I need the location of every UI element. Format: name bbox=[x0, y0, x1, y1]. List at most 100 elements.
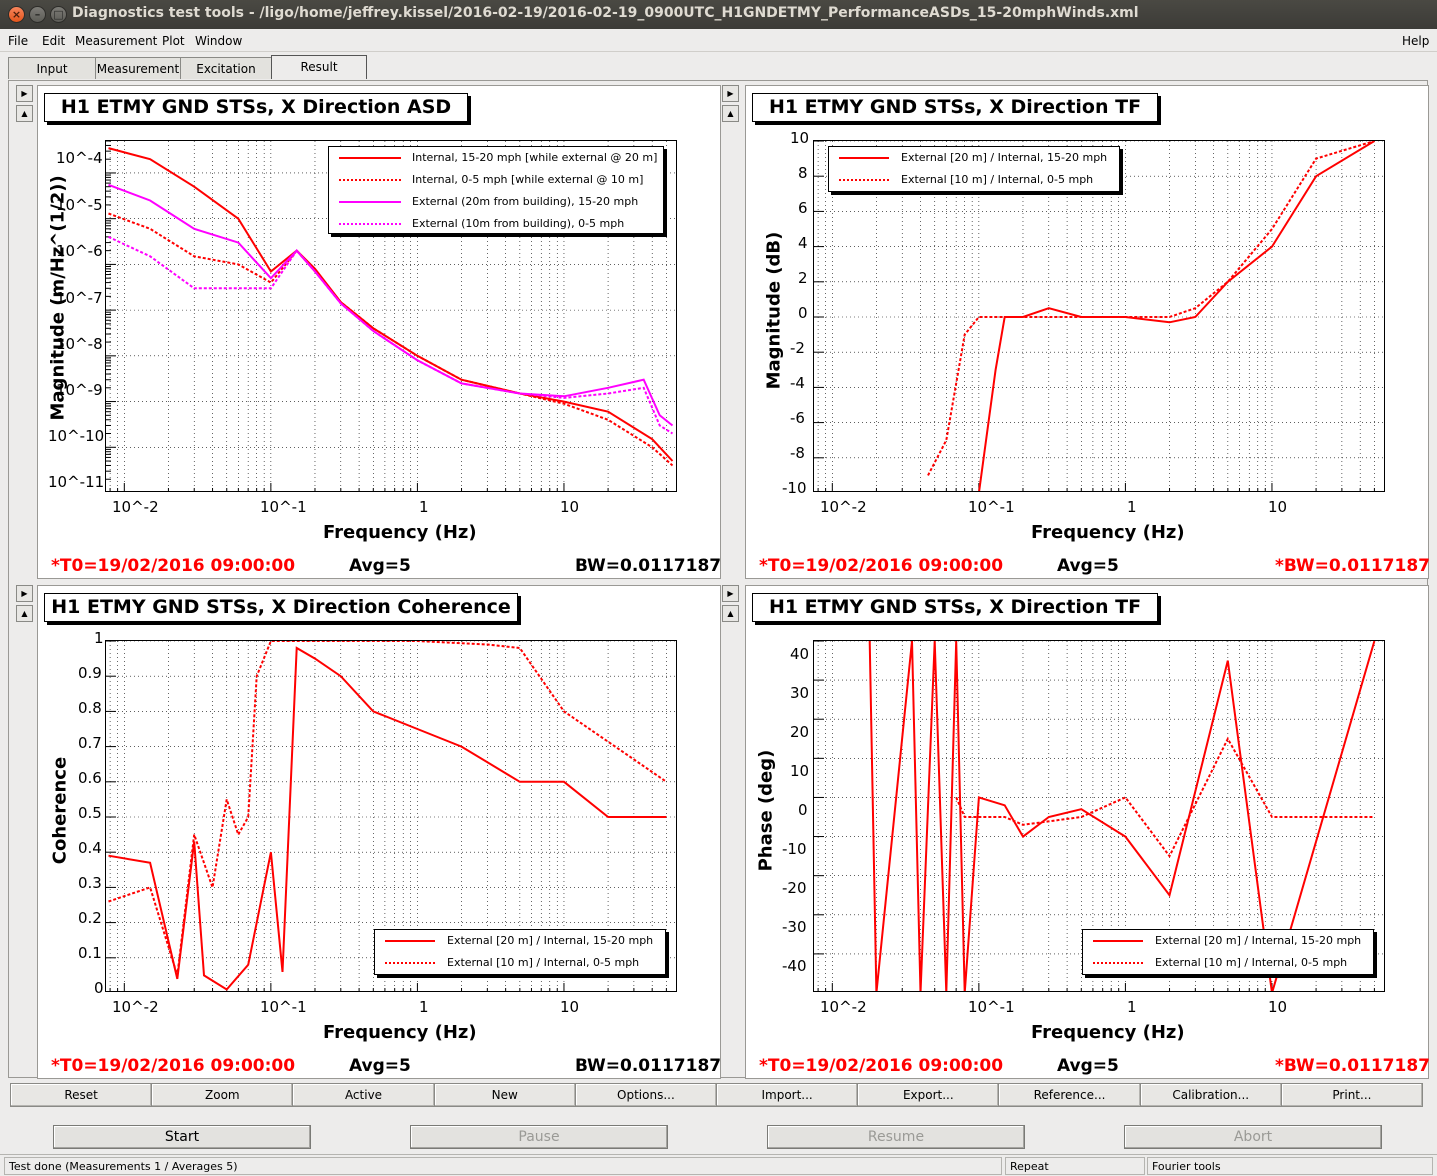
phase-y-tick: -30 bbox=[782, 918, 807, 936]
tfmag-y-tick: 10 bbox=[790, 129, 810, 147]
tfmag-chart bbox=[814, 141, 1384, 491]
legend-entry: External [10 m] / Internal, 0-5 mph bbox=[447, 956, 640, 969]
export-button[interactable]: Export... bbox=[857, 1083, 1000, 1107]
coh-bw: BW=0.0117187 bbox=[575, 1056, 722, 1076]
tfphase-avg: Avg=5 bbox=[1057, 1056, 1119, 1076]
menu-file[interactable]: File bbox=[8, 34, 29, 48]
reset-button[interactable]: Reset bbox=[10, 1083, 153, 1107]
asd-bw: BW=0.0117187 bbox=[575, 556, 722, 576]
tab-result[interactable]: Result bbox=[271, 55, 367, 79]
tab-excitation[interactable]: Excitation bbox=[180, 57, 272, 79]
asd-y-tick: 10^-7 bbox=[56, 289, 103, 307]
tab-measurement[interactable]: Measurement bbox=[95, 57, 181, 79]
window-titlebar: × – □ Diagnostics test tools - /ligo/hom… bbox=[0, 0, 1437, 29]
maximize-icon[interactable]: □ bbox=[50, 6, 67, 23]
minimize-icon[interactable]: – bbox=[29, 6, 46, 23]
coh-y-tick: 0.1 bbox=[78, 944, 102, 962]
x-tick-label: 10^-1 bbox=[968, 498, 1015, 516]
coherence-panel[interactable]: H1 ETMY GND STSs, X Direction Coherence … bbox=[37, 585, 721, 1079]
asd-panel[interactable]: H1 ETMY GND STSs, X Direction ASD Magnit… bbox=[37, 85, 721, 579]
coh-title: H1 ETMY GND STSs, X Direction Coherence bbox=[44, 593, 518, 622]
panel-4-expand-icon[interactable]: ▶ bbox=[722, 585, 739, 602]
phase-y-tick: -20 bbox=[782, 879, 807, 897]
print-button[interactable]: Print... bbox=[1280, 1083, 1424, 1107]
zoom-button[interactable]: Zoom bbox=[151, 1083, 294, 1107]
series-line bbox=[868, 641, 1376, 991]
coh-y-tick: 0.7 bbox=[78, 734, 102, 752]
tfmag-y-tick: 6 bbox=[798, 199, 808, 217]
panel-1-expand-icon[interactable]: ▶ bbox=[16, 85, 33, 102]
panel-1-collapse-icon[interactable]: ▲ bbox=[16, 105, 33, 122]
coh-chart bbox=[106, 641, 676, 991]
status-fourier: Fourier tools bbox=[1147, 1157, 1433, 1175]
phase-y-tick: 20 bbox=[790, 723, 810, 741]
legend-entry: External [20 m] / Internal, 15-20 mph bbox=[1155, 934, 1362, 947]
menu-plot[interactable]: Plot bbox=[162, 34, 185, 48]
abort-button[interactable]: Abort bbox=[1124, 1125, 1382, 1149]
series-line bbox=[108, 183, 674, 427]
asd-y-tick: 10^-9 bbox=[56, 381, 103, 399]
tfmag-title: H1 ETMY GND STSs, X Direction TF bbox=[752, 93, 1158, 122]
tfphase-chart bbox=[814, 641, 1384, 991]
asd-legend: Internal, 15-20 mph [while external @ 20… bbox=[328, 146, 664, 234]
menu-window[interactable]: Window bbox=[195, 34, 243, 48]
menu-measurement[interactable]: Measurement bbox=[75, 34, 158, 48]
import-button[interactable]: Import... bbox=[716, 1083, 859, 1107]
close-icon[interactable]: × bbox=[8, 6, 25, 23]
coh-y-tick: 0 bbox=[94, 979, 104, 997]
x-tick-label: 1 bbox=[419, 998, 429, 1016]
tfphase-ylabel: Phase (deg) bbox=[755, 749, 777, 872]
panel-4-collapse-icon[interactable]: ▲ bbox=[722, 605, 739, 622]
x-tick-label: 1 bbox=[1127, 498, 1137, 516]
tfmag-y-tick: -2 bbox=[790, 339, 805, 357]
tfmag-y-tick: -8 bbox=[790, 444, 805, 462]
panel-3-collapse-icon[interactable]: ▲ bbox=[16, 605, 33, 622]
tfmag-ylabel: Magnitude (dB) bbox=[763, 231, 785, 390]
coh-y-tick: 0.5 bbox=[78, 804, 102, 822]
phase-y-tick: 10 bbox=[790, 762, 810, 780]
active-button[interactable]: Active bbox=[292, 1083, 435, 1107]
reference-button[interactable]: Reference... bbox=[998, 1083, 1141, 1107]
x-tick-label: 10^-1 bbox=[968, 998, 1015, 1016]
options-button[interactable]: Options... bbox=[574, 1083, 718, 1107]
start-button[interactable]: Start bbox=[53, 1125, 311, 1149]
tfmag-y-tick: 0 bbox=[798, 304, 808, 322]
coh-y-tick: 0.3 bbox=[78, 874, 102, 892]
legend-entry: External [10 m] / Internal, 0-5 mph bbox=[901, 173, 1094, 186]
asd-t0: *T0=19/02/2016 09:00:00 bbox=[51, 556, 296, 576]
resume-button[interactable]: Resume bbox=[767, 1125, 1025, 1149]
legend-entry: External (20m from building), 15-20 mph bbox=[412, 195, 639, 208]
tf-phase-panel[interactable]: H1 ETMY GND STSs, X Direction TF Phase (… bbox=[745, 585, 1430, 1079]
panel-2-collapse-icon[interactable]: ▲ bbox=[722, 105, 739, 122]
tf-magnitude-panel[interactable]: H1 ETMY GND STSs, X Direction TF Magnitu… bbox=[745, 85, 1430, 579]
panel-2-expand-icon[interactable]: ▶ bbox=[722, 85, 739, 102]
x-tick-label: 10^-2 bbox=[820, 498, 867, 516]
tfphase-legend: External [20 m] / Internal, 15-20 mph Ex… bbox=[1082, 929, 1374, 975]
asd-y-tick: 10^-5 bbox=[56, 196, 103, 214]
coh-t0: *T0=19/02/2016 09:00:00 bbox=[51, 1056, 296, 1076]
pause-button[interactable]: Pause bbox=[410, 1125, 668, 1149]
x-tick-label: 10^-2 bbox=[112, 998, 159, 1016]
asd-title: H1 ETMY GND STSs, X Direction ASD bbox=[44, 93, 468, 122]
panel-3-expand-icon[interactable]: ▶ bbox=[16, 585, 33, 602]
x-tick-label: 10^-2 bbox=[112, 498, 159, 516]
tfphase-title: H1 ETMY GND STSs, X Direction TF bbox=[752, 593, 1158, 622]
x-tick-label: 1 bbox=[1127, 998, 1137, 1016]
menubar: File Edit Measurement Plot Window Help bbox=[0, 30, 1437, 52]
status-message: Test done (Measurements 1 / Averages 5) bbox=[4, 1157, 1002, 1175]
new-button[interactable]: New bbox=[433, 1083, 576, 1107]
tfmag-plot-area[interactable] bbox=[813, 140, 1385, 492]
menu-help[interactable]: Help bbox=[1402, 34, 1430, 48]
result-panel-area: ▶ ▲ ▶ ▲ ▶ ▲ ▶ ▲ H1 ETMY GND STSs, X Dire… bbox=[8, 80, 1430, 1079]
tfphase-plot-area[interactable] bbox=[813, 640, 1385, 992]
series-line bbox=[108, 212, 674, 467]
menu-edit[interactable]: Edit bbox=[42, 34, 66, 48]
coh-y-tick: 0.9 bbox=[78, 664, 102, 682]
x-tick-label: 10 bbox=[560, 498, 580, 516]
calibration-button[interactable]: Calibration... bbox=[1139, 1083, 1282, 1107]
tab-input[interactable]: Input bbox=[8, 57, 96, 79]
series-line bbox=[108, 235, 674, 435]
tfmag-y-tick: 8 bbox=[798, 164, 808, 182]
coh-y-tick: 0.8 bbox=[78, 699, 102, 717]
tfphase-xlabel: Frequency (Hz) bbox=[1031, 1022, 1185, 1043]
